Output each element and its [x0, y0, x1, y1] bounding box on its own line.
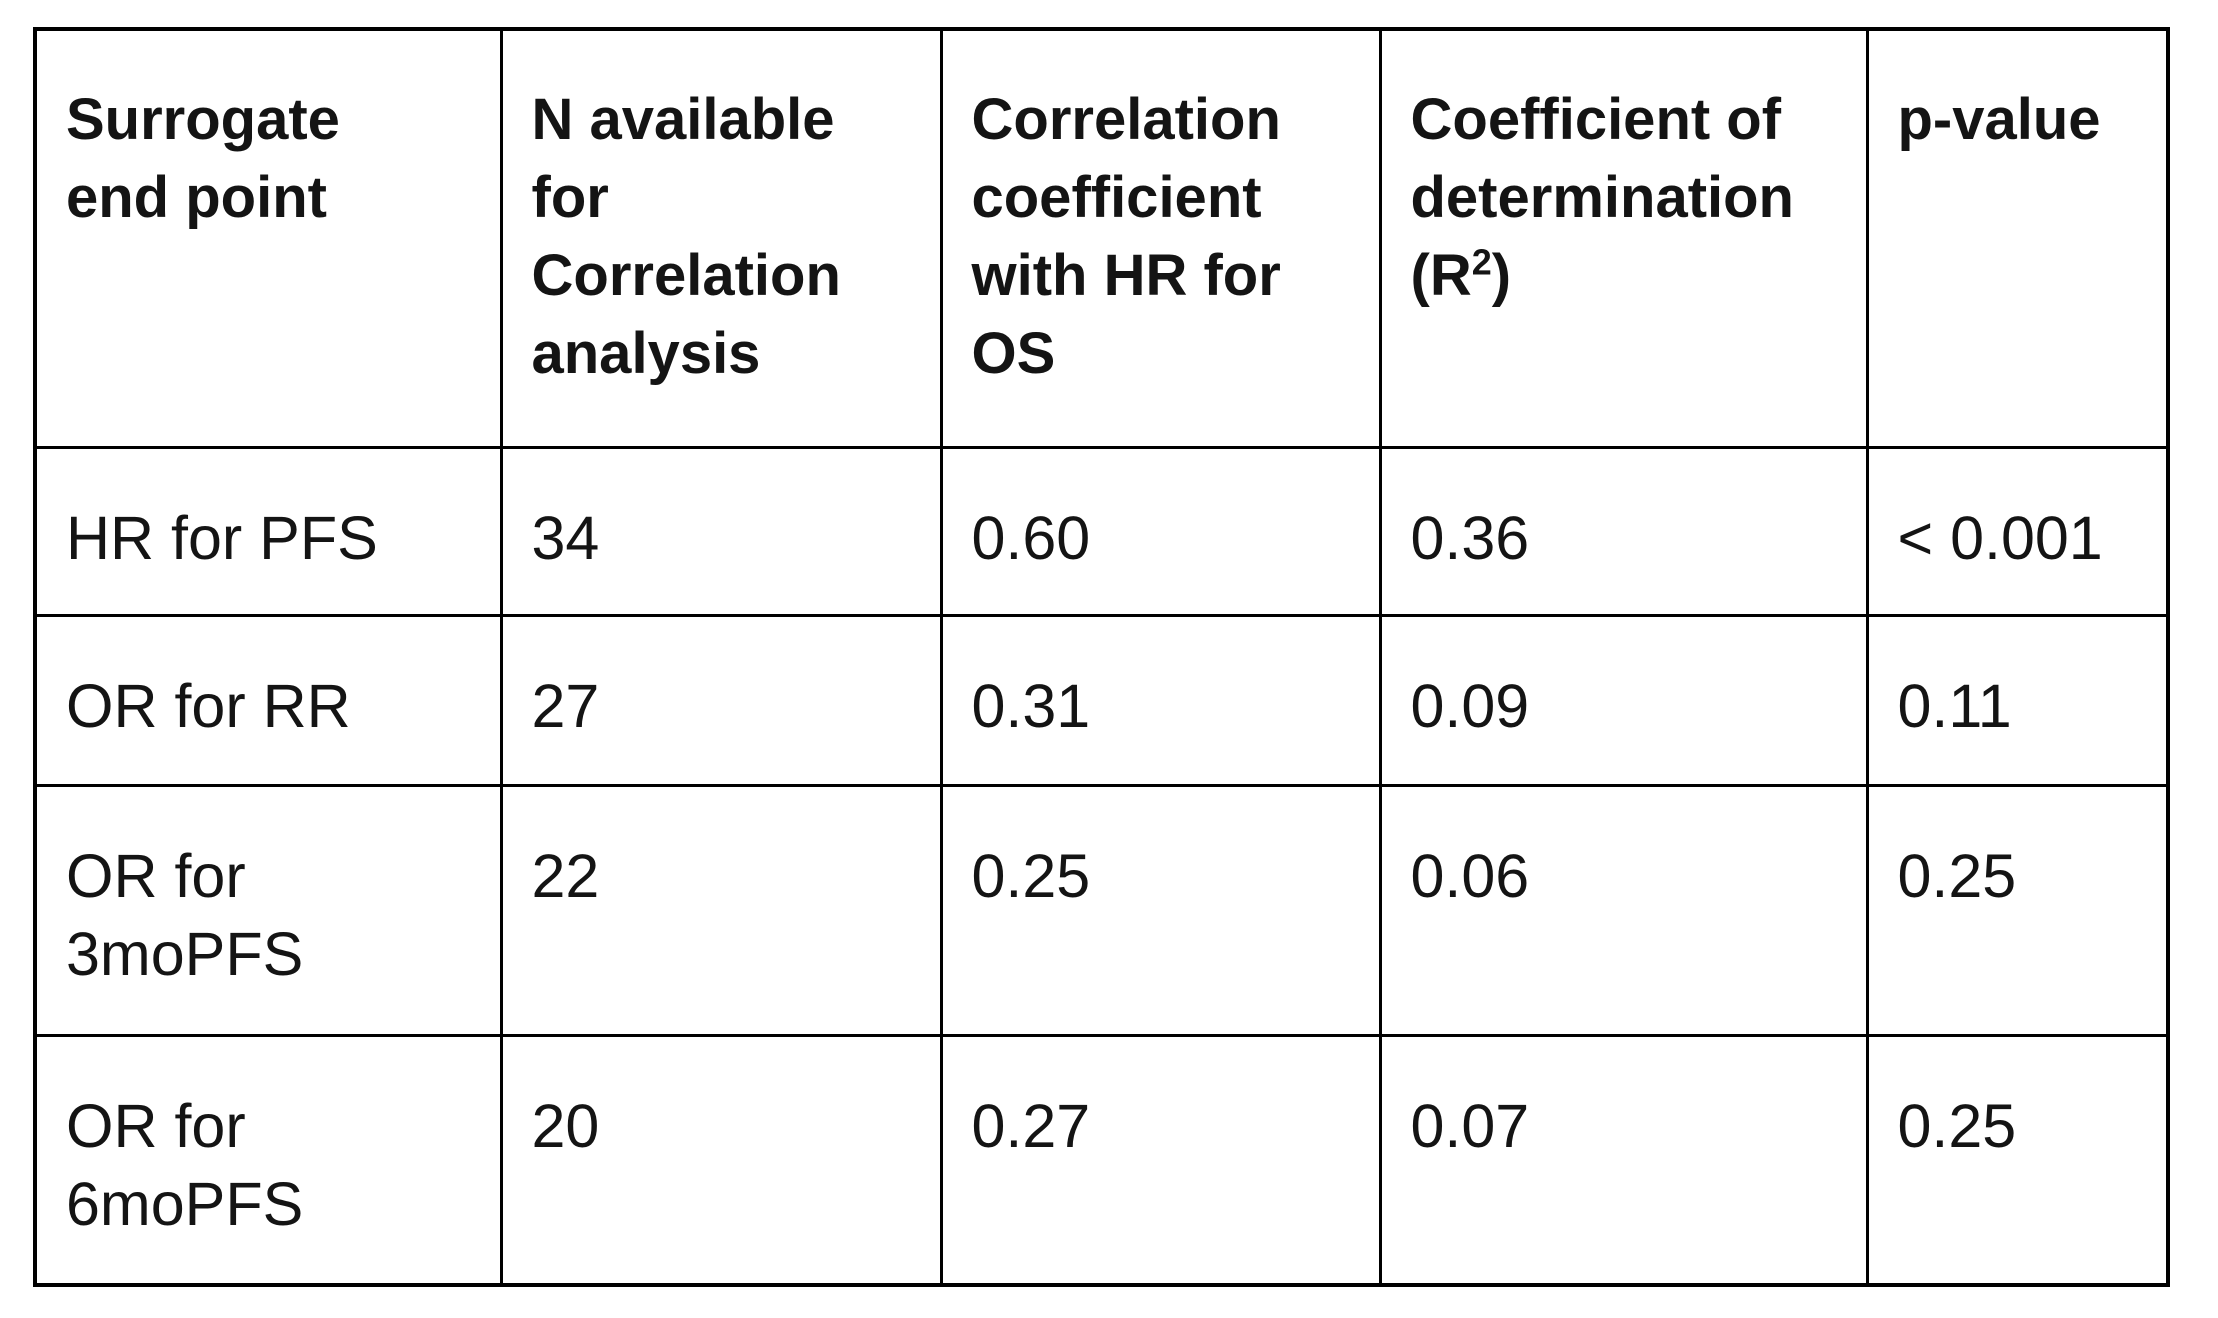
cell-endpoint: OR for 6moPFS [33, 1033, 503, 1287]
r2-header-text: Coefficient of determination [1410, 87, 1795, 230]
cell-endpoint: OR for 3moPFS [33, 783, 503, 1037]
table-row: HR for PFS 34 0.60 0.36 < 0.001 [33, 445, 2170, 617]
col-header-n-available: N available for Correlation analysis [499, 27, 943, 449]
r2-superscript: 2 [1471, 241, 1492, 283]
r2-paren-close: ) [1491, 243, 1512, 308]
cell-endpoint: OR for RR [33, 613, 503, 787]
cell-n-available: 20 [499, 1033, 943, 1287]
cell-correlation-coefficient: 0.31 [939, 613, 1382, 787]
cell-p-value: 0.25 [1865, 1033, 2170, 1287]
col-header-correlation-coefficient: Correlation coefficient with HR for OS [939, 27, 1382, 449]
cell-correlation-coefficient: 0.27 [939, 1033, 1382, 1287]
cell-coefficient-of-determination: 0.07 [1378, 1033, 1869, 1287]
table-row: OR for RR 27 0.31 0.09 0.11 [33, 613, 2170, 787]
header-row: Surrogate end point N available for Corr… [33, 27, 2170, 449]
cell-n-available: 27 [499, 613, 943, 787]
cell-p-value: < 0.001 [1865, 445, 2170, 617]
cell-n-available: 22 [499, 783, 943, 1037]
cell-coefficient-of-determination: 0.09 [1378, 613, 1869, 787]
cell-coefficient-of-determination: 0.36 [1378, 445, 1869, 617]
col-header-p-value: p-value [1865, 27, 2170, 449]
cell-coefficient-of-determination: 0.06 [1378, 783, 1869, 1037]
r2-notation: (R2) [1411, 237, 1850, 315]
col-header-surrogate-endpoint: Surrogate end point [33, 27, 503, 449]
cell-correlation-coefficient: 0.60 [939, 445, 1382, 617]
cell-n-available: 34 [499, 445, 943, 617]
cell-endpoint: HR for PFS [33, 445, 503, 617]
table-row: OR for 3moPFS 22 0.25 0.06 0.25 [33, 783, 2170, 1037]
cell-p-value: 0.25 [1865, 783, 2170, 1037]
col-header-coefficient-of-determination: Coefficient of determination (R2) [1378, 27, 1869, 449]
cell-correlation-coefficient: 0.25 [939, 783, 1382, 1037]
surrogate-endpoint-correlation-table: Surrogate end point N available for Corr… [33, 27, 2170, 1287]
cell-p-value: 0.11 [1865, 613, 2170, 787]
table-row: OR for 6moPFS 20 0.27 0.07 0.25 [33, 1033, 2170, 1287]
r2-paren-open: (R [1410, 243, 1472, 308]
